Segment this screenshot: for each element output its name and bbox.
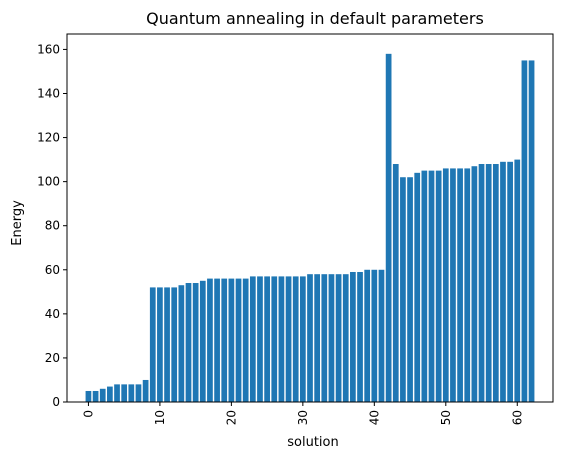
bar	[350, 271, 356, 402]
bar	[257, 276, 263, 402]
bar	[207, 278, 213, 402]
bar	[299, 276, 306, 402]
plot-frame	[66, 33, 554, 403]
y-tick-label: 20	[45, 351, 60, 365]
bar	[114, 384, 120, 402]
bar	[249, 276, 256, 402]
bar	[371, 269, 378, 402]
x-tick-label: 10	[153, 410, 167, 425]
bar	[500, 161, 506, 402]
bar	[435, 170, 442, 402]
y-axis-label: Energy	[10, 200, 25, 246]
bar	[164, 287, 170, 402]
bar	[92, 390, 99, 402]
bar	[471, 166, 478, 402]
bar	[457, 168, 463, 402]
x-axis-label: solution	[287, 435, 338, 450]
bar	[264, 276, 270, 402]
bar	[442, 168, 449, 402]
bar	[528, 60, 535, 402]
chart-title: Quantum annealing in default parameters	[146, 9, 484, 28]
bar	[285, 276, 292, 402]
bar	[171, 287, 178, 402]
bar	[214, 278, 220, 402]
bar	[107, 386, 113, 402]
bar	[385, 53, 392, 402]
bar	[335, 274, 342, 402]
y-tick-label: 40	[45, 307, 60, 321]
bar	[328, 274, 335, 402]
bar	[128, 384, 135, 402]
x-tick-label: 30	[296, 410, 310, 425]
bar	[428, 170, 435, 402]
bar	[192, 283, 199, 402]
bar	[278, 276, 285, 402]
plot-area	[66, 33, 554, 403]
bar	[228, 278, 235, 402]
y-tick-label: 140	[37, 86, 60, 100]
bar	[242, 278, 249, 402]
y-axis: 0 20 40 60 80 100 120 140 160	[37, 42, 67, 409]
x-tick-label: 20	[224, 410, 238, 425]
bar	[414, 172, 421, 402]
bar	[85, 390, 92, 402]
bar	[157, 287, 163, 402]
bar	[178, 285, 185, 402]
bar	[400, 177, 406, 402]
bar	[121, 384, 128, 402]
bar	[421, 170, 428, 402]
x-tick-label: 60	[510, 410, 524, 425]
bar	[407, 177, 413, 402]
bar	[514, 159, 521, 402]
bar	[271, 276, 278, 402]
bar	[521, 60, 528, 402]
x-axis: 0 10 20 30 40 50 60	[81, 402, 524, 425]
bar	[507, 161, 513, 402]
bar	[321, 274, 328, 402]
x-tick-label: 40	[367, 410, 381, 425]
bar	[464, 168, 471, 402]
bar	[149, 287, 156, 402]
bar	[492, 164, 499, 402]
y-tick-label: 120	[37, 131, 60, 145]
bar	[364, 269, 371, 402]
bar	[342, 274, 349, 402]
bar	[142, 379, 149, 402]
y-tick-label: 100	[37, 175, 60, 189]
bar	[235, 278, 242, 402]
bar	[314, 274, 321, 402]
bar	[357, 271, 363, 402]
x-tick-label: 50	[439, 410, 453, 425]
bar	[221, 278, 228, 402]
bar	[292, 276, 299, 402]
bar	[185, 283, 192, 402]
bar	[135, 384, 142, 402]
bar	[307, 274, 313, 402]
bar	[392, 164, 399, 402]
bar	[478, 164, 485, 402]
bar	[199, 280, 206, 402]
bar	[378, 269, 385, 402]
y-tick-label: 160	[37, 42, 60, 56]
y-tick-label: 0	[52, 395, 60, 409]
bar	[450, 168, 456, 402]
y-tick-label: 80	[45, 219, 60, 233]
y-tick-label: 60	[45, 263, 60, 277]
bar	[99, 388, 106, 402]
bar	[485, 164, 492, 402]
x-tick-label: 0	[81, 410, 95, 418]
